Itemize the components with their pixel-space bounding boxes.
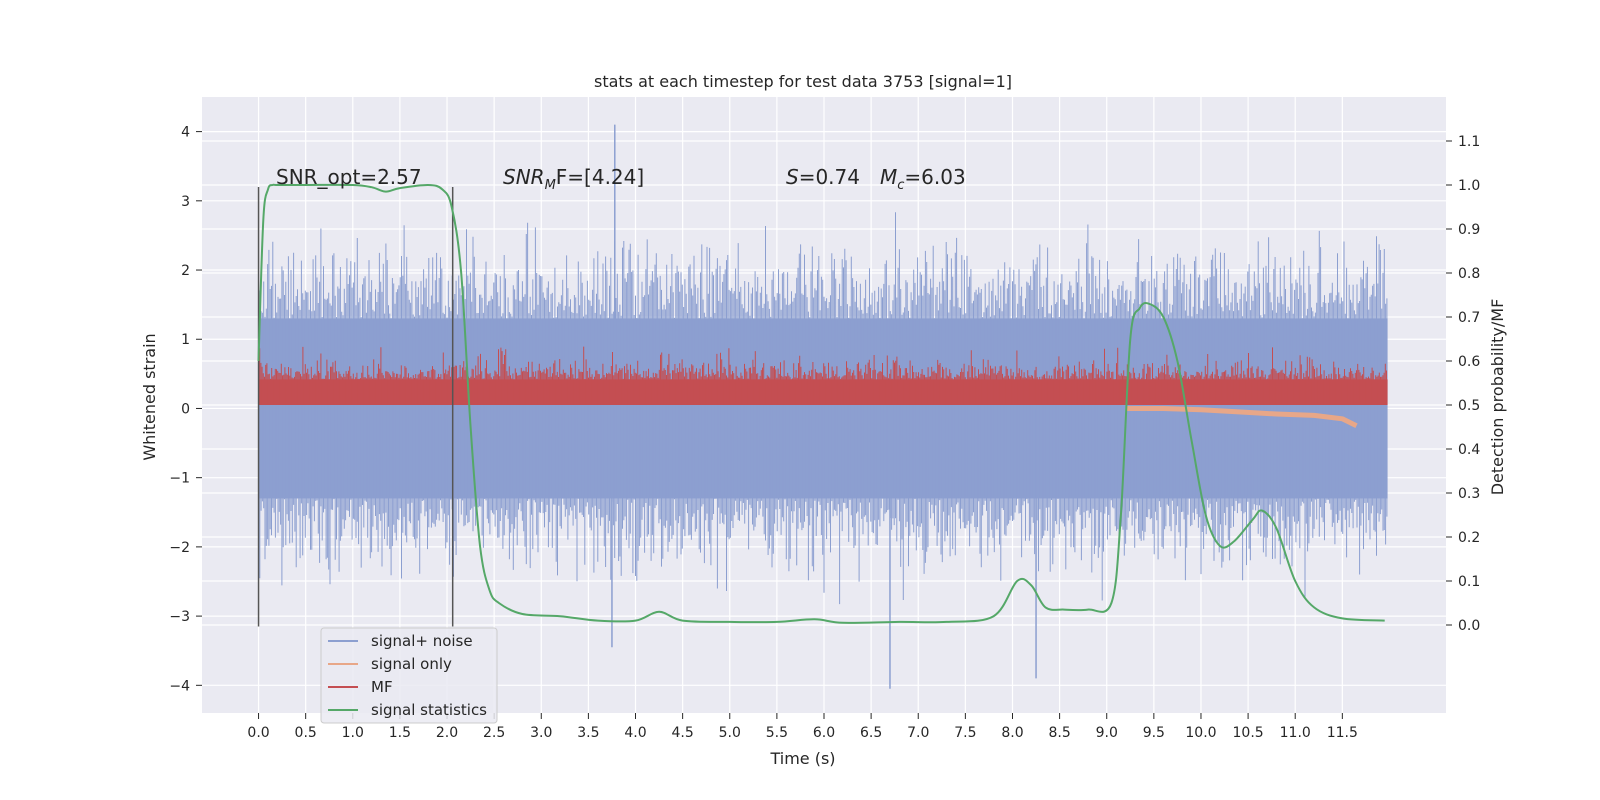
x-tick-label: 0.0 — [247, 725, 269, 741]
x-tick-label: 7.0 — [907, 725, 929, 741]
annotation-snr-mf: SNRMF=[4.24] — [503, 165, 644, 193]
mc-label: M — [880, 165, 897, 189]
y-right-tick-label: 1.0 — [1458, 178, 1480, 194]
y-right-tick-label: 1.1 — [1458, 134, 1480, 150]
annotation-mc: Mc=6.03 — [880, 165, 966, 193]
x-tick-label: 11.5 — [1327, 725, 1358, 741]
vertical-markers — [257, 186, 454, 627]
snr-mf-rest: F=[4.24] — [556, 165, 644, 189]
y-tick-label: −2 — [169, 540, 190, 556]
y-right-axis-label: Detection probability/MF — [1488, 299, 1507, 496]
x-tick-label: 8.5 — [1048, 725, 1070, 741]
legend: signal+ noise signal only MF signal statist… — [320, 627, 498, 724]
y-right-tick-label: 0.2 — [1458, 530, 1480, 546]
x-tick-label: 6.0 — [813, 725, 835, 741]
x-axis-label: Time (s) — [769, 749, 835, 768]
x-tick-label: 0.5 — [295, 725, 317, 741]
y-tick-label: 1 — [181, 332, 190, 348]
annotation-snr-opt: SNR_opt=2.57 — [276, 165, 422, 189]
x-tick-label: 3.5 — [577, 725, 599, 741]
y-right-tick-label: 0.4 — [1458, 442, 1480, 458]
legend-entry: signal statistics — [371, 701, 487, 719]
snr-mf-main: SNR — [503, 165, 545, 189]
legend-entry: MF — [371, 678, 393, 696]
x-tick-label: 11.0 — [1280, 725, 1311, 741]
x-tick-label: 1.0 — [342, 725, 364, 741]
legend-box — [320, 627, 498, 724]
series-signal-statistics — [257, 183, 1385, 624]
legend-entry: signal+ noise — [371, 632, 473, 650]
x-tick-label: 9.0 — [1096, 725, 1118, 741]
x-tick-label: 3.0 — [530, 725, 552, 741]
x-tick-label: 6.5 — [860, 725, 882, 741]
y-axis-ticks: 4 3 2 1 0 −1 −2 −3 −4 — [169, 125, 202, 694]
x-tick-label: 4.0 — [624, 725, 646, 741]
x-tick-label: 7.5 — [954, 725, 976, 741]
y-axis-label: Whitened strain — [140, 333, 159, 460]
y-tick-label: 3 — [181, 194, 190, 210]
annotation-s: S=0.74 — [786, 165, 860, 189]
x-tick-label: 2.0 — [436, 725, 458, 741]
series-mf — [258, 346, 1388, 405]
x-tick-label: 5.5 — [766, 725, 788, 741]
x-tick-label: 8.0 — [1001, 725, 1023, 741]
x-tick-label: 1.5 — [389, 725, 411, 741]
mc-value: =6.03 — [904, 165, 965, 189]
y-tick-label: 2 — [181, 263, 190, 279]
y-tick-label: −4 — [169, 678, 190, 694]
y-right-tick-label: 0.9 — [1458, 222, 1480, 238]
mc-sub: c — [897, 178, 904, 193]
x-tick-label: 2.5 — [483, 725, 505, 741]
y-tick-label: 4 — [181, 125, 190, 141]
x-axis-ticks: 0.0 0.5 1.0 1.5 2.0 2.5 3.0 3.5 4.0 4.5 5.0 5.5 6.0 6… — [247, 713, 1358, 741]
y-right-tick-label: 0.1 — [1458, 574, 1480, 590]
plot-content — [257, 124, 1388, 689]
y-right-tick-label: 0.0 — [1458, 618, 1480, 634]
snr-mf-sub: M — [545, 178, 556, 193]
y-right-tick-label: 0.5 — [1458, 398, 1480, 414]
x-tick-label: 5.0 — [719, 725, 741, 741]
x-tick-label: 4.5 — [672, 725, 694, 741]
y-right-axis-ticks: 1.1 1.0 0.9 0.8 0.7 0.6 0.5 0.4 0.3 0.2 0.1 0.0 — [1446, 134, 1480, 634]
y-tick-label: −3 — [169, 609, 190, 625]
y-right-tick-label: 0.6 — [1458, 354, 1480, 370]
x-tick-label: 10.0 — [1185, 725, 1216, 741]
chart-title: stats at each timestep for test data 375… — [594, 72, 1012, 91]
signal-statistics-line — [257, 183, 1385, 624]
x-tick-label: 10.5 — [1233, 725, 1264, 741]
y-right-tick-label: 0.7 — [1458, 310, 1480, 326]
y-right-tick-label: 0.8 — [1458, 266, 1480, 282]
s-label: S — [786, 165, 799, 189]
y-tick-label: −1 — [169, 471, 190, 487]
series-signal-only — [1125, 406, 1358, 429]
legend-entry: signal only — [371, 655, 452, 673]
signal-only-line — [1125, 406, 1358, 429]
x-tick-label: 9.5 — [1143, 725, 1165, 741]
y-right-tick-label: 0.3 — [1458, 486, 1480, 502]
s-value: =0.74 — [799, 165, 860, 189]
y-tick-label: 0 — [181, 401, 190, 417]
